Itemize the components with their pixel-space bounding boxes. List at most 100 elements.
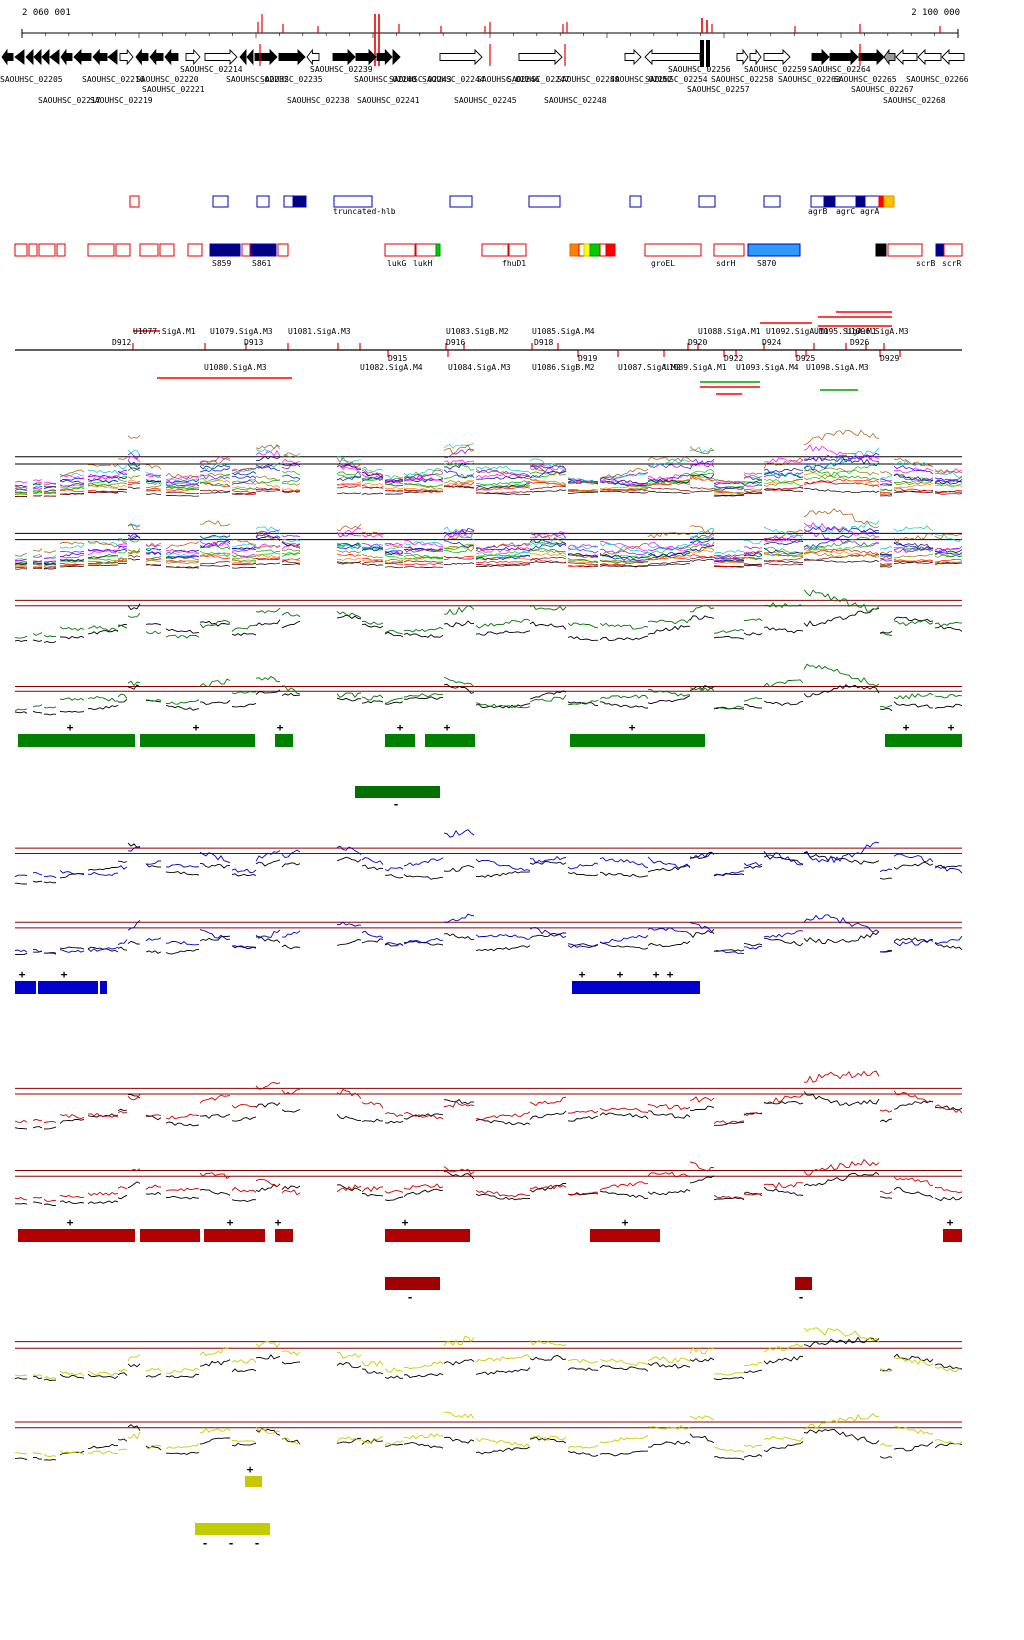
segment-bar[interactable] [590, 1229, 660, 1242]
annotation-box[interactable] [747, 243, 801, 257]
gene-arrow[interactable] [246, 48, 254, 66]
annotation-box[interactable] [864, 195, 880, 208]
annotation-box[interactable] [333, 195, 373, 208]
annotation-box[interactable] [28, 243, 38, 257]
gene-arrow[interactable] [829, 48, 859, 66]
gene-arrow[interactable] [376, 48, 393, 66]
segment-bar[interactable] [100, 981, 107, 994]
segment-bar[interactable] [275, 1229, 293, 1242]
gene-arrow[interactable] [49, 49, 60, 65]
annotation-box[interactable] [87, 243, 115, 257]
annotation-box[interactable] [115, 243, 131, 257]
gene-arrow[interactable] [749, 48, 762, 66]
annotation-box[interactable] [435, 243, 441, 257]
gene-arrow[interactable] [518, 48, 563, 66]
annotation-box[interactable] [212, 195, 229, 208]
segment-bar[interactable] [943, 1229, 962, 1242]
gene-arrow[interactable] [1, 48, 14, 66]
segment-bar[interactable] [18, 1229, 135, 1242]
gene-arrow[interactable] [185, 48, 201, 66]
annotation-box[interactable] [935, 243, 945, 257]
gene-arrow[interactable] [624, 48, 642, 66]
annotation-box[interactable] [449, 195, 473, 208]
gene-arrow[interactable] [306, 48, 320, 66]
gene-arrow[interactable] [73, 48, 92, 66]
annotation-box[interactable] [481, 243, 509, 257]
segment-bar[interactable] [275, 734, 293, 747]
gene-arrow[interactable] [33, 48, 42, 66]
annotation-box[interactable] [578, 243, 585, 257]
segment-bar[interactable] [425, 734, 475, 747]
gene-arrow[interactable] [14, 49, 25, 65]
segment-bar[interactable] [15, 981, 36, 994]
annotation-box[interactable] [763, 195, 781, 208]
segment-bar[interactable] [38, 981, 98, 994]
annotation-box[interactable] [209, 243, 241, 257]
annotation-box[interactable] [187, 243, 203, 257]
annotation-box[interactable] [583, 243, 591, 257]
segment-bar[interactable] [204, 1229, 265, 1242]
segment-bar[interactable] [385, 1277, 440, 1290]
segment-bar[interactable] [140, 1229, 200, 1242]
segment-bar[interactable] [885, 734, 962, 747]
segment-bar[interactable] [245, 1476, 262, 1487]
annotation-box[interactable] [56, 243, 66, 257]
gene-arrow[interactable] [60, 48, 73, 66]
segment-bar[interactable] [355, 786, 440, 798]
annotation-box[interactable] [384, 243, 416, 257]
segment-bar[interactable] [18, 734, 135, 747]
annotation-box[interactable] [883, 195, 895, 208]
annotation-box[interactable] [713, 243, 745, 257]
annotation-box[interactable] [698, 195, 716, 208]
segment-bar[interactable] [385, 1229, 470, 1242]
gene-arrow[interactable] [41, 48, 50, 66]
annotation-box[interactable] [256, 195, 270, 208]
segment-bar[interactable] [795, 1277, 812, 1290]
annotation-box[interactable] [14, 243, 28, 257]
segment-bar[interactable] [140, 734, 255, 747]
annotation-box[interactable] [887, 243, 923, 257]
annotation-box[interactable] [629, 195, 642, 208]
segment-bar[interactable] [570, 734, 705, 747]
annotation-box[interactable] [810, 195, 825, 208]
gene-arrow[interactable] [332, 48, 356, 66]
segment-bar[interactable] [195, 1523, 270, 1535]
gene-arrow[interactable] [439, 48, 483, 66]
gene-arrow[interactable] [119, 48, 134, 66]
annotation-box[interactable] [241, 243, 251, 257]
annotation-box[interactable] [508, 243, 527, 257]
gene-arrow[interactable] [941, 48, 965, 66]
annotation-box[interactable] [875, 243, 887, 257]
gene-arrow[interactable] [895, 48, 918, 66]
gene-arrow[interactable] [644, 48, 701, 66]
gene-arrow[interactable] [811, 48, 830, 66]
annotation-box[interactable] [528, 195, 561, 208]
annotation-box[interactable] [129, 195, 140, 208]
annotation-box[interactable] [589, 243, 601, 257]
gene-arrow[interactable] [239, 48, 247, 66]
gene-arrow[interactable] [883, 48, 896, 66]
segment-bar[interactable] [572, 981, 700, 994]
annotation-box[interactable] [159, 243, 175, 257]
annotation-box[interactable] [569, 243, 580, 257]
gene-arrow[interactable] [392, 48, 401, 66]
gene-arrow[interactable] [355, 48, 377, 66]
gene-arrow[interactable] [107, 49, 118, 65]
annotation-box[interactable] [943, 243, 963, 257]
gene-arrow[interactable] [92, 48, 108, 66]
annotation-box[interactable] [644, 243, 702, 257]
annotation-box[interactable] [855, 195, 866, 208]
gene-arrow[interactable] [149, 48, 164, 66]
gene-arrow[interactable] [278, 48, 306, 66]
gene-arrow[interactable] [763, 48, 791, 66]
annotation-box[interactable] [415, 243, 437, 257]
annotation-box[interactable] [605, 243, 616, 257]
gene-arrow[interactable] [858, 48, 885, 66]
annotation-box[interactable] [823, 195, 836, 208]
annotation-box[interactable] [599, 243, 607, 257]
annotation-box[interactable] [139, 243, 159, 257]
segment-bar[interactable] [385, 734, 415, 747]
gene-dense-cluster[interactable] [706, 40, 710, 67]
gene-dense-cluster[interactable] [700, 40, 704, 67]
gene-arrow[interactable] [917, 48, 942, 66]
